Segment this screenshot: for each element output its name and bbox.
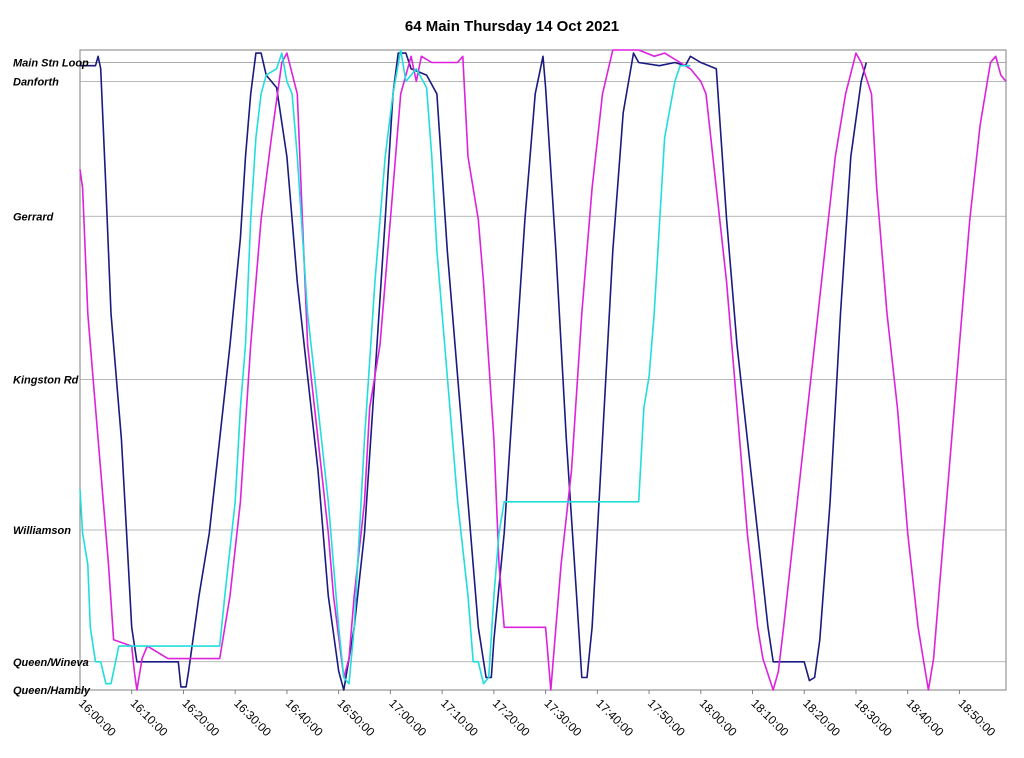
- y-axis-labels: Main Stn Loop Danforth Gerrard Kingston Rd W…: [13, 58, 91, 697]
- x-tick-label: 16:10:00: [128, 696, 171, 739]
- y-axis-label: Danforth: [13, 76, 59, 88]
- x-axis-ticks: 16:00:00 16:10:00 16:20:00 16:30:00 16:40:00…: [76, 690, 998, 739]
- series-line-1: [80, 52, 868, 691]
- x-tick-label: 18:10:00: [748, 696, 791, 739]
- x-tick-label: 17:30:00: [541, 696, 584, 739]
- x-tick-label: 17:00:00: [386, 696, 429, 739]
- x-tick-label: 18:50:00: [955, 696, 998, 739]
- x-tick-label: 17:20:00: [490, 696, 533, 739]
- series-line-3: [79, 49, 691, 685]
- series-lines: [79, 49, 1007, 691]
- plot-area-border: [79, 49, 1007, 691]
- y-axis-label: Kingston Rd: [13, 374, 79, 386]
- series-line-2: [79, 49, 1007, 691]
- y-axis-label: Main Stn Loop: [13, 58, 89, 70]
- y-axis-label: Williamson: [13, 525, 71, 537]
- x-tick-label: 17:10:00: [438, 696, 481, 739]
- x-tick-label: 16:30:00: [231, 696, 274, 739]
- x-tick-label: 18:20:00: [800, 696, 843, 739]
- chart-title: 64 Main Thursday 14 Oct 2021: [404, 18, 620, 35]
- x-tick-label: 16:00:00: [76, 696, 119, 739]
- y-axis-label: Gerrard: [13, 211, 54, 223]
- y-axis-label: Queen/Wineva: [13, 657, 89, 669]
- x-tick-label: 17:40:00: [593, 696, 636, 739]
- x-tick-label: 16:40:00: [283, 696, 326, 739]
- x-tick-label: 18:30:00: [852, 696, 895, 739]
- x-tick-label: 16:20:00: [179, 696, 222, 739]
- gridlines: [80, 62, 1006, 663]
- x-tick-label: 18:40:00: [904, 696, 947, 739]
- x-tick-label: 18:00:00: [697, 696, 740, 739]
- y-axis-label: Queen/Hambly: [13, 685, 91, 697]
- x-tick-label: 17:50:00: [645, 696, 688, 739]
- x-tick-label: 16:50:00: [335, 696, 378, 739]
